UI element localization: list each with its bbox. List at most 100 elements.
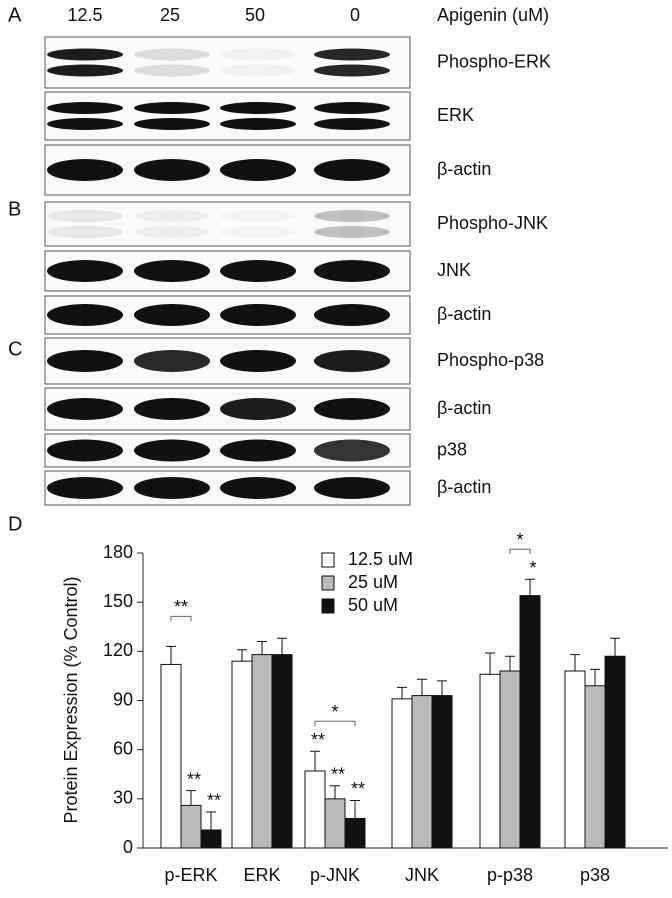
blot-band [314, 48, 390, 61]
blot-band [314, 159, 390, 181]
error-bar [525, 578, 535, 596]
blot-band [134, 350, 210, 372]
blot-band [134, 439, 210, 462]
error-bar [186, 790, 196, 806]
error-bar [437, 680, 447, 696]
bracket [314, 720, 356, 727]
y-tick-label: 60 [113, 738, 133, 758]
significance: * [529, 558, 536, 578]
blot-band [220, 102, 296, 114]
bracket-label: * [331, 702, 338, 722]
blot-band [134, 118, 210, 130]
significance: ** [351, 779, 365, 799]
x-tick-label: ERK [243, 865, 280, 885]
bar [584, 685, 606, 849]
blot-band [47, 210, 123, 222]
error-bar [206, 811, 216, 830]
error-bar [166, 645, 176, 665]
error-bar [310, 750, 320, 771]
blot-row-label: JNK [437, 260, 471, 280]
y-axis-label: Protein Expression (% Control) [61, 576, 81, 823]
blot-band [220, 48, 296, 61]
blot-band [47, 439, 123, 462]
error-bar [505, 655, 515, 671]
lane-label: 0 [350, 5, 360, 25]
blot-band [314, 398, 390, 420]
error-bar [257, 641, 267, 655]
panel-letter: C [8, 338, 22, 360]
blot-band [47, 477, 123, 499]
blot-band [220, 477, 296, 499]
blot-band [220, 226, 296, 238]
error-bar [610, 637, 620, 657]
blot-band [134, 398, 210, 420]
bar [251, 654, 273, 849]
blot-band [47, 64, 123, 77]
blot-band [134, 210, 210, 222]
lane-label: 12.5 [67, 5, 102, 25]
blot-band [134, 304, 210, 326]
bracket-label: ** [174, 597, 188, 617]
legend-label: 50 uM [348, 595, 398, 615]
blot-band [47, 48, 123, 61]
legend-swatch [321, 598, 335, 614]
blot-band [134, 48, 210, 61]
x-tick-label: p38 [580, 865, 610, 885]
bar [391, 698, 413, 849]
blot-band [314, 210, 390, 222]
blot-frame [44, 36, 411, 89]
bracket [509, 548, 531, 555]
blot-band [220, 159, 296, 181]
bar [411, 695, 433, 849]
significance: ** [187, 769, 201, 789]
blot-band [47, 350, 123, 372]
blot-band [314, 477, 390, 499]
blot-band [47, 102, 123, 114]
legend-label: 25 uM [348, 572, 398, 592]
error-bar [590, 668, 600, 686]
legend-swatch [321, 552, 335, 568]
blot-band [220, 350, 296, 372]
bar [344, 818, 366, 849]
lane-label: 25 [160, 5, 180, 25]
blot-row-label: β-actin [437, 159, 491, 179]
y-tick-label: 120 [103, 640, 133, 660]
blot-band [47, 398, 123, 420]
significance: ** [311, 730, 325, 750]
blot-band [220, 304, 296, 326]
blot-row-label: Phospho-JNK [437, 213, 548, 233]
bar [231, 660, 253, 849]
bar [271, 654, 293, 849]
blot-band [134, 159, 210, 181]
blot-row-label: Phospho-ERK [437, 51, 551, 71]
blot-band [220, 398, 296, 420]
blot-band [220, 64, 296, 77]
blot-band [220, 118, 296, 130]
bar [160, 663, 182, 849]
blot-band [47, 260, 123, 282]
bar [304, 770, 326, 849]
blot-band [314, 304, 390, 326]
y-tick-label: 150 [103, 591, 133, 611]
y-tick-label: 90 [113, 689, 133, 709]
blot-row-label: β-actin [437, 477, 491, 497]
bar [519, 595, 541, 849]
panel-letter: B [8, 198, 21, 220]
blot-band [47, 118, 123, 130]
x-tick-label: p-ERK [164, 865, 217, 885]
blot-band [47, 226, 123, 238]
error-bar [417, 678, 427, 696]
blot-band [314, 439, 390, 462]
bar [564, 670, 586, 849]
significance: ** [331, 764, 345, 784]
treatment-label: Apigenin (uM) [437, 5, 549, 25]
y-tick-label: 180 [103, 542, 133, 562]
bracket [170, 615, 192, 622]
bar [324, 798, 346, 849]
blot-band [134, 226, 210, 238]
blot-band [47, 159, 123, 181]
error-bar [237, 649, 247, 662]
blot-band [134, 64, 210, 77]
blot-row-label: p38 [437, 439, 467, 459]
blot-band [314, 350, 390, 372]
